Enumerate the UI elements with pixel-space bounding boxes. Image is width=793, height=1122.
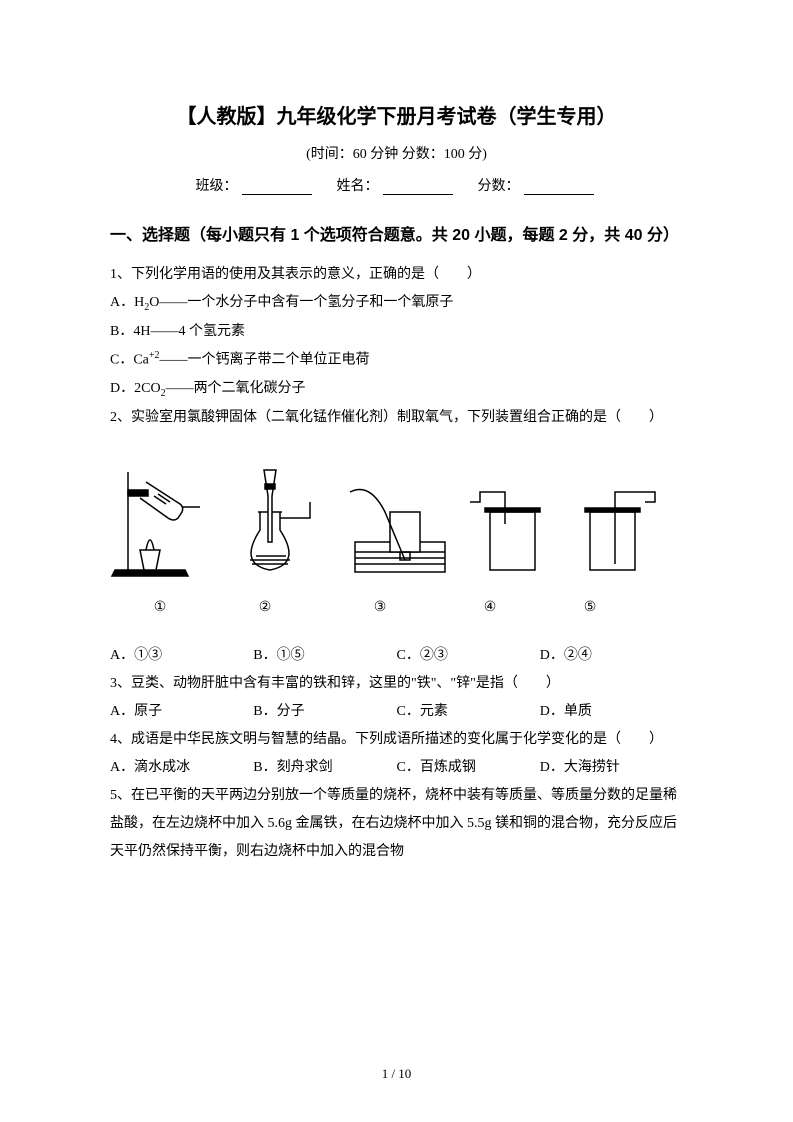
q1-opt-c: C．Ca+2——一个钙离子带二个单位正电荷 xyxy=(110,346,683,375)
q2-opt-a: A．①③ xyxy=(110,642,253,670)
label-5: ⑤ xyxy=(540,599,640,616)
q1-c-pre: C．Ca xyxy=(110,353,149,368)
page-number: 1 / 10 xyxy=(0,1066,793,1082)
class-label: 班级： xyxy=(196,179,238,194)
apparatus-labels: ① ② ③ ④ ⑤ xyxy=(110,599,683,616)
q1-c-sup: +2 xyxy=(149,350,160,361)
q2-apparatus-diagram: ① ② ③ ④ ⑤ xyxy=(110,442,683,612)
q1-a-post: O——一个水分子中含有一个氢分子和一个氧原子 xyxy=(149,295,453,310)
page: 【人教版】九年级化学下册月考试卷（学生专用） (时间：60 分钟 分数：100 … xyxy=(0,0,793,1122)
q1-c-post: ——一个钙离子带二个单位正电荷 xyxy=(160,353,370,368)
q3-opt-d: D．单质 xyxy=(540,698,683,726)
q4-opt-c: C．百炼成钢 xyxy=(397,754,540,782)
student-info-line: 班级： 姓名： 分数： xyxy=(110,175,683,195)
score-blank[interactable] xyxy=(524,179,594,195)
q4-stem: 4、成语是中华民族文明与智慧的结晶。下列成语所描述的变化属于化学变化的是（ ） xyxy=(110,726,683,754)
apparatus-2-icon xyxy=(250,470,310,570)
q4-opt-d: D．大海捞针 xyxy=(540,754,683,782)
q4-opt-b: B．刻舟求剑 xyxy=(253,754,396,782)
name-blank[interactable] xyxy=(383,179,453,195)
q1-d-post: ——两个二氧化碳分子 xyxy=(166,381,306,396)
exam-title: 【人教版】九年级化学下册月考试卷（学生专用） xyxy=(110,100,683,129)
q1-opt-a: A．H2O——一个水分子中含有一个氢分子和一个氧原子 xyxy=(110,289,683,318)
apparatus-3-icon xyxy=(350,489,445,572)
q3-options: A．原子 B．分子 C．元素 D．单质 xyxy=(110,698,683,726)
q2-opt-d: D．②④ xyxy=(540,642,683,670)
q3-opt-b: B．分子 xyxy=(253,698,396,726)
q2-opt-b: B．①⑤ xyxy=(253,642,396,670)
class-blank[interactable] xyxy=(242,179,312,195)
q5-stem: 5、在已平衡的天平两边分别放一个等质量的烧杯，烧杯中装有等质量、等质量分数的足量… xyxy=(110,782,683,866)
name-label: 姓名： xyxy=(337,179,379,194)
q4-opt-a: A．滴水成冰 xyxy=(110,754,253,782)
score-label: 分数： xyxy=(478,179,520,194)
exam-subtitle: (时间：60 分钟 分数：100 分) xyxy=(110,143,683,163)
q1-d-pre: D．2CO xyxy=(110,381,161,396)
q3-opt-c: C．元素 xyxy=(397,698,540,726)
section-1-heading: 一、选择题（每小题只有 1 个选项符合题意。共 20 小题，每题 2 分，共 4… xyxy=(110,217,683,255)
apparatus-1-icon xyxy=(112,472,200,576)
apparatus-4-icon xyxy=(470,492,540,570)
apparatus-svg xyxy=(110,442,683,612)
q3-stem: 3、豆类、动物肝脏中含有丰富的铁和锌，这里的"铁"、"锌"是指（ ） xyxy=(110,670,683,698)
q1-opt-d: D．2CO2——两个二氧化碳分子 xyxy=(110,375,683,404)
label-3: ③ xyxy=(320,599,440,616)
q2-stem: 2、实验室用氯酸钾固体（二氧化锰作催化剂）制取氧气，下列装置组合正确的是（ ） xyxy=(110,404,683,432)
q4-options: A．滴水成冰 B．刻舟求剑 C．百炼成钢 D．大海捞针 xyxy=(110,754,683,782)
label-2: ② xyxy=(210,599,320,616)
q2-opt-c: C．②③ xyxy=(397,642,540,670)
label-1: ① xyxy=(110,599,210,616)
q3-opt-a: A．原子 xyxy=(110,698,253,726)
q1-opt-b: B．4H——4 个氢元素 xyxy=(110,318,683,346)
apparatus-5-icon xyxy=(585,492,655,570)
label-4: ④ xyxy=(440,599,540,616)
q2-options: A．①③ B．①⑤ C．②③ D．②④ xyxy=(110,642,683,670)
q1-stem: 1、下列化学用语的使用及其表示的意义，正确的是（ ） xyxy=(110,261,683,289)
q1-a-pre: A．H xyxy=(110,295,144,310)
